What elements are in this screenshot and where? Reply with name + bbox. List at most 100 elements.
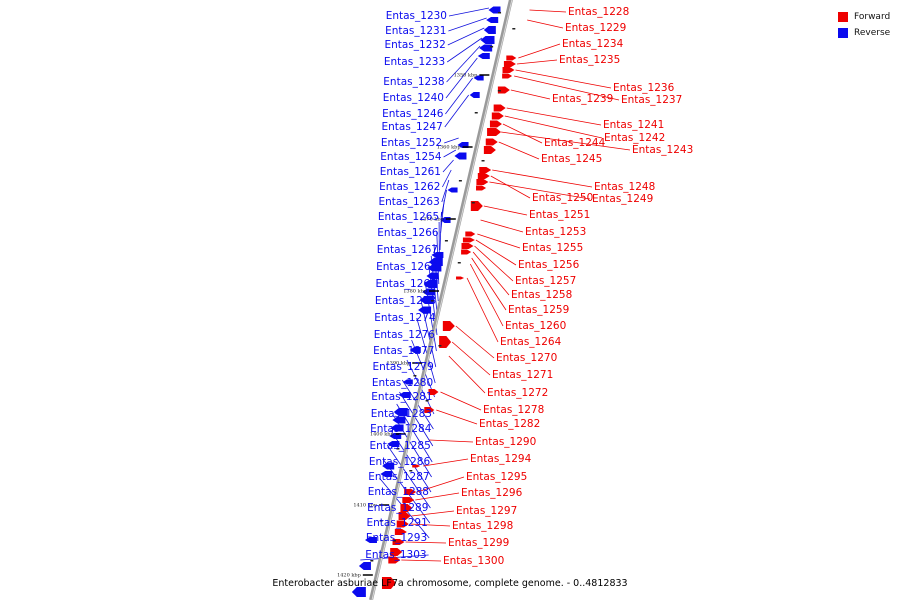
gene-label-reverse[interactable]: Entas_1279	[373, 361, 434, 373]
reverse-gene-arrow	[447, 187, 458, 193]
gene-label-forward[interactable]: Entas_1296	[461, 487, 523, 499]
gene-label-forward[interactable]: Entas_1300	[443, 555, 504, 567]
gene-label-forward[interactable]: Entas_1244	[544, 137, 606, 149]
label-leader	[448, 17, 487, 32]
gene-label-forward[interactable]: Entas_1243	[632, 144, 693, 156]
gene-label-forward[interactable]: Entas_1259	[508, 304, 569, 316]
gene-label-forward[interactable]: Entas_1245	[541, 153, 602, 165]
gene-label-forward[interactable]: Entas_1248	[594, 181, 655, 193]
gene-label-reverse[interactable]: Entas_1238	[383, 76, 444, 88]
forward-gene-arrow	[381, 577, 396, 589]
gene-label-reverse[interactable]: Entas_1276	[374, 329, 436, 341]
gene-label-reverse[interactable]: Entas_1277	[373, 345, 434, 357]
gene-label-forward[interactable]: Entas_1229	[565, 22, 626, 34]
legend-item-reverse: Reverse	[838, 25, 890, 41]
gene-label-forward[interactable]: Entas_1260	[505, 320, 566, 332]
label-leader	[442, 159, 454, 173]
label-leader	[441, 179, 450, 203]
label-leader	[515, 69, 612, 89]
gene-label-forward[interactable]: Entas_1257	[515, 275, 576, 287]
gene-label-reverse[interactable]: Entas_1274	[374, 312, 436, 324]
gene-label-reverse[interactable]: Entas_1303	[365, 549, 426, 561]
gene-label-reverse[interactable]: Entas_1291	[367, 517, 428, 529]
gene-label-forward[interactable]: Entas_1278	[483, 404, 544, 416]
gene-label-reverse[interactable]: Entas_1285	[370, 440, 431, 452]
gene-label-forward[interactable]: Entas_1297	[456, 505, 517, 517]
gene-label-reverse[interactable]: Entas_1287	[368, 471, 429, 483]
gene-label-reverse[interactable]: Entas_1267	[377, 244, 438, 256]
gene-label-reverse[interactable]: Entas_1281	[371, 391, 432, 403]
forward-gene-arrow	[476, 185, 487, 191]
gene-label-forward[interactable]: Entas_1241	[603, 119, 664, 131]
forward-gene-arrow	[493, 104, 506, 112]
gene-label-reverse[interactable]: Entas_1252	[381, 137, 442, 149]
gene-label-forward[interactable]: Entas_1237	[621, 94, 682, 106]
gene-label-reverse[interactable]: Entas_1233	[384, 56, 445, 68]
gene-label-forward[interactable]: Entas_1242	[604, 132, 665, 144]
gene-label-reverse[interactable]: Entas_1286	[369, 456, 431, 468]
label-leader	[469, 263, 504, 327]
gene-label-reverse[interactable]: Entas_1232	[385, 39, 446, 51]
gene-label-forward[interactable]: Entas_1272	[487, 387, 548, 399]
gene-label-reverse[interactable]: Entas_1283	[371, 408, 432, 420]
gene-label-forward[interactable]: Entas_1228	[568, 6, 629, 18]
gene-label-forward[interactable]: Entas_1236	[613, 82, 675, 94]
label-leader	[386, 444, 431, 509]
gene-label-reverse[interactable]: Entas_1240	[383, 92, 444, 104]
gene-label-forward[interactable]: Entas_1250	[532, 192, 593, 204]
gene-label-forward[interactable]: Entas_1270	[496, 352, 557, 364]
reverse-gene-arrow	[387, 441, 400, 447]
gene-label-reverse[interactable]: Entas_1293	[366, 532, 427, 544]
gene-label-forward[interactable]: Entas_1234	[562, 38, 624, 50]
gene-label-forward[interactable]: Entas_1249	[592, 193, 653, 205]
gene-label-forward[interactable]: Entas_1258	[511, 289, 572, 301]
label-leader	[423, 458, 469, 467]
label-leader	[483, 205, 528, 216]
gene-label-reverse[interactable]: Entas_1280	[372, 377, 433, 389]
gene-label-reverse[interactable]: Entas_1231	[385, 25, 446, 37]
gene-label-reverse[interactable]: Entas_1247	[382, 121, 443, 133]
gene-label-forward[interactable]: Entas_1256	[518, 259, 580, 271]
gene-features	[351, 6, 517, 597]
label-leader	[527, 19, 564, 29]
gene-label-reverse[interactable]: Entas_1265	[378, 211, 439, 223]
gene-label-reverse[interactable]: Entas_1263	[379, 196, 440, 208]
gene-label-forward[interactable]: Entas_1255	[522, 242, 583, 254]
forward-gene-arrow	[479, 167, 492, 173]
gene-label-forward[interactable]: Entas_1294	[470, 453, 532, 465]
gene-label-reverse[interactable]: Entas_1261	[380, 166, 441, 178]
tick-label: 1400 kbp	[370, 432, 394, 438]
gene-label-forward[interactable]: Entas_1264	[500, 336, 562, 348]
gene-label-reverse[interactable]: Entas_1254	[380, 151, 442, 163]
gene-label-forward[interactable]: Entas_1290	[475, 436, 536, 448]
gene-label-forward[interactable]: Entas_1253	[525, 226, 586, 238]
gene-label-forward[interactable]: Entas_1299	[448, 537, 509, 549]
feature-mark	[370, 560, 374, 562]
gene-label-forward[interactable]: Entas_1298	[452, 520, 513, 532]
gene-label-reverse[interactable]: Entas_1262	[379, 181, 440, 193]
label-leader	[447, 27, 485, 46]
reverse-gene-arrow	[431, 252, 444, 258]
gene-label-reverse[interactable]: Entas_1273	[375, 295, 436, 307]
gene-label-reverse[interactable]: Entas_1288	[368, 486, 429, 498]
gene-label-reverse[interactable]: Entas_1230	[386, 10, 447, 22]
label-leader	[443, 149, 457, 158]
gene-label-forward[interactable]: Entas_1271	[492, 369, 553, 381]
gene-label-reverse[interactable]: Entas_1289	[367, 502, 428, 514]
label-leader	[409, 523, 451, 527]
gene-label-forward[interactable]: Entas_1295	[466, 471, 527, 483]
gene-label-forward[interactable]: Entas_1282	[479, 418, 540, 430]
gene-label-reverse[interactable]: Entas_1284	[370, 423, 432, 435]
gene-label-reverse[interactable]: Entas_1269	[376, 278, 437, 290]
gene-label-forward[interactable]: Entas_1235	[559, 54, 620, 66]
gene-label-reverse[interactable]: Entas_1246	[382, 108, 444, 120]
forward-gene-arrow	[489, 120, 502, 128]
feature-mark	[481, 160, 485, 162]
reverse-gene-arrow	[480, 36, 495, 44]
gene-label-forward[interactable]: Entas_1239	[552, 93, 613, 105]
forward-gene-arrow	[461, 243, 474, 249]
gene-label-forward[interactable]: Entas_1251	[529, 209, 590, 221]
gene-label-reverse[interactable]: Entas_1266	[377, 227, 439, 239]
forward-gene-arrow	[502, 73, 513, 79]
gene-label-reverse[interactable]: Entas_1268	[376, 261, 437, 273]
